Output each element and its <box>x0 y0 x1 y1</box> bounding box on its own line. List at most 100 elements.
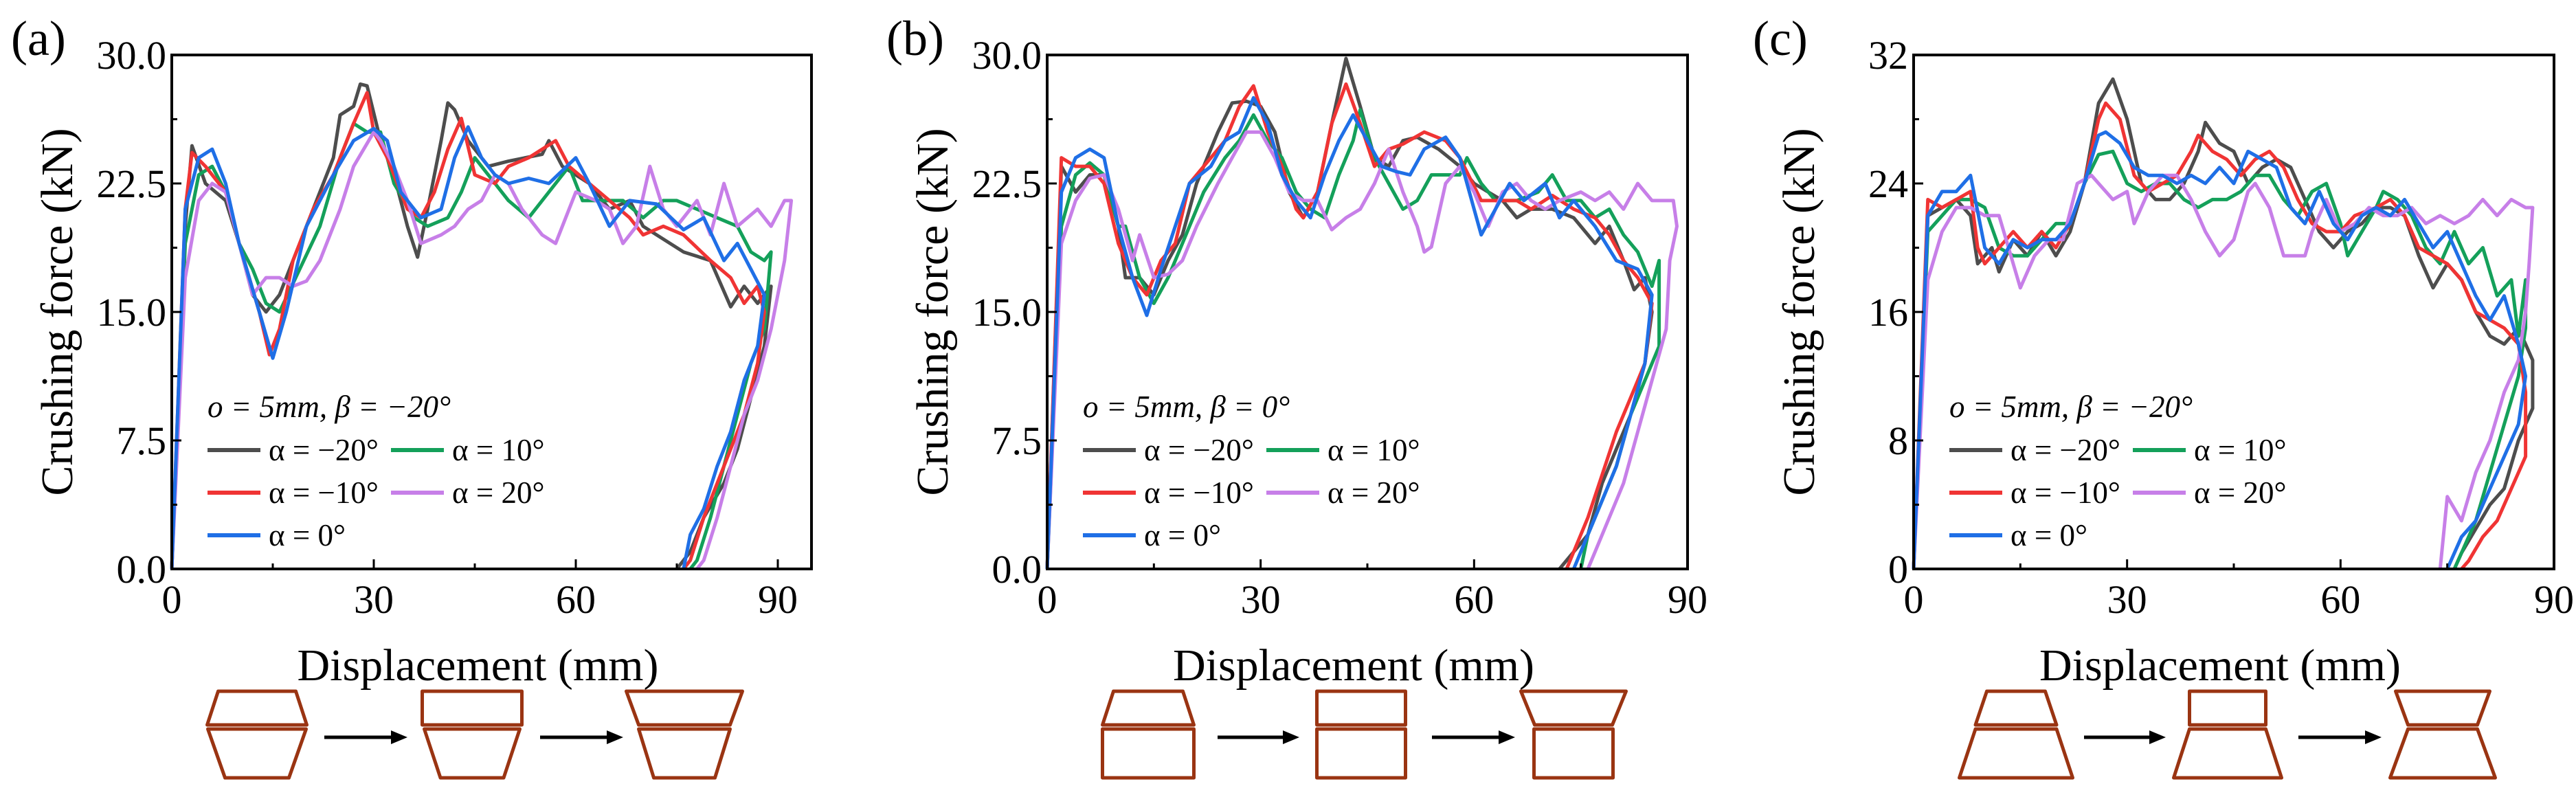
tube-cell-lower <box>1532 727 1615 780</box>
legend-item: α = −10° <box>1083 475 1254 510</box>
x-tick-label: 60 <box>1454 577 1494 622</box>
y-tick-label: 22.5 <box>972 161 1042 206</box>
tube-cell-lower <box>2388 727 2497 780</box>
arrow-icon <box>1432 730 1515 744</box>
arrow-icon <box>540 730 623 744</box>
arrow-icon <box>2298 730 2382 744</box>
series-line <box>1045 108 1661 570</box>
y-tick-label: 30.0 <box>972 33 1042 78</box>
arrow-head <box>607 730 623 744</box>
legend-item: α = −10° <box>208 475 379 510</box>
x-tick-label: 60 <box>556 577 596 622</box>
legend-title: o = 5mm, β = −20° <box>208 390 451 424</box>
y-tick-label: 7.5 <box>992 418 1042 463</box>
x-tick-label: 60 <box>2320 577 2360 622</box>
series-line <box>1912 101 2528 570</box>
legend-item: α = −20° <box>208 433 379 467</box>
legend-item: α = 20° <box>391 475 544 510</box>
legend-item: α = 10° <box>2133 433 2286 467</box>
legend-item: α = 0° <box>208 518 346 552</box>
x-tick-label: 90 <box>1668 577 1707 622</box>
x-tick-label: 90 <box>758 577 798 622</box>
y-axis-title: Crushing force (kN) <box>32 128 82 495</box>
arrow-head <box>2365 730 2382 744</box>
series-line <box>170 122 773 570</box>
tube-cell-lower <box>1315 727 1407 780</box>
tube-cell-upper <box>2394 689 2491 727</box>
chart-panel-c: 0 30 60 90 0 8 16 24 32 (c) Crushing force (kN) Dis… <box>1753 11 2574 780</box>
tube-cell-lower <box>1101 727 1196 780</box>
tube-cell-upper <box>1315 689 1407 727</box>
x-tick-label: 30 <box>2107 577 2147 622</box>
legend-item: α = −20° <box>1949 433 2120 467</box>
tube-cell-lower <box>637 727 732 780</box>
deformation-diagram <box>1958 689 2497 780</box>
x-tick-label: 90 <box>2534 577 2574 622</box>
y-tick-label: 7.5 <box>117 418 167 463</box>
tube-cell-upper <box>205 689 309 727</box>
legend-label: α = 10° <box>452 433 544 467</box>
series-line <box>170 125 766 570</box>
x-tick-label: 30 <box>354 577 394 622</box>
legend-label: α = 10° <box>2194 433 2286 467</box>
y-tick-label: 22.5 <box>97 161 167 206</box>
legend-label: α = 0° <box>2011 518 2087 552</box>
series-line <box>1045 130 1679 570</box>
tube-cell-upper <box>1101 689 1196 727</box>
legend: o = 5mm, β = −20° α = −20° α = 10° α = −10°… <box>1949 390 2286 552</box>
legend-item: α = 10° <box>391 433 544 467</box>
legend-label: α = 20° <box>452 475 544 510</box>
legend-label: α = 20° <box>1328 475 1420 510</box>
y-tick-label: 0.0 <box>992 547 1042 592</box>
chart-panel-a: 0 30 60 90 0.0 7.5 15.0 22.5 30.0 (a) Crushing for… <box>11 11 813 780</box>
tube-cell-upper <box>625 689 744 727</box>
legend-item: α = 0° <box>1083 518 1221 552</box>
legend-label: α = −10° <box>2011 475 2120 510</box>
legend-title: o = 5mm, β = 0° <box>1083 390 1290 424</box>
legend-label: α = 0° <box>269 518 346 552</box>
series-group <box>1045 56 1679 570</box>
tube-cell-upper <box>421 689 524 727</box>
legend-label: α = 0° <box>1144 518 1221 552</box>
legend-label: α = 20° <box>2194 475 2286 510</box>
legend-item: α = 20° <box>2133 475 2286 510</box>
legend-title: o = 5mm, β = −20° <box>1949 390 2193 424</box>
arrow-icon <box>324 730 407 744</box>
y-tick-label: 30.0 <box>97 33 167 78</box>
arrow-head <box>391 730 407 744</box>
x-axis-title: Displacement (mm) <box>1173 640 1534 691</box>
y-tick-label: 32 <box>1868 33 1908 78</box>
chart-panel-b: 0 30 60 90 0.0 7.5 15.0 22.5 30.0 (b) Crushing for… <box>886 11 1707 780</box>
tube-cell-lower <box>1958 727 2074 780</box>
y-axis-title: Crushing force (kN) <box>1774 128 1824 495</box>
y-tick-label: 15.0 <box>972 290 1042 335</box>
legend: o = 5mm, β = 0° α = −20° α = 10° α = −10° α … <box>1083 390 1420 552</box>
tube-cell-lower <box>206 727 308 780</box>
x-tick-label: 0 <box>162 577 182 622</box>
series-line <box>1912 173 2535 570</box>
panel-label: (c) <box>1753 11 1808 66</box>
y-tick-label: 16 <box>1868 290 1908 335</box>
series-group <box>1912 77 2535 570</box>
legend-item: α = −20° <box>1083 433 1254 467</box>
y-tick-label: 0 <box>1888 547 1908 592</box>
legend-label: α = −10° <box>269 475 379 510</box>
series-line <box>1045 82 1654 570</box>
x-tick-label: 0 <box>1038 577 1057 622</box>
legend-label: α = −20° <box>1144 433 1254 467</box>
legend-label: α = −20° <box>2011 433 2120 467</box>
deformation-diagram <box>205 689 744 780</box>
arrow-head <box>2149 730 2166 744</box>
y-tick-label: 24 <box>1868 161 1908 206</box>
legend-label: α = −10° <box>1144 475 1254 510</box>
deformation-diagram <box>1101 689 1628 780</box>
tube-cell-upper <box>1973 689 2059 727</box>
series-line <box>1045 96 1654 570</box>
legend-item: α = −10° <box>1949 475 2120 510</box>
arrow-head <box>1499 730 1515 744</box>
y-axis-title: Crushing force (kN) <box>908 128 958 495</box>
y-tick-label: 0.0 <box>117 547 167 592</box>
x-tick-label: 0 <box>1904 577 1924 622</box>
series-line <box>1912 130 2528 570</box>
